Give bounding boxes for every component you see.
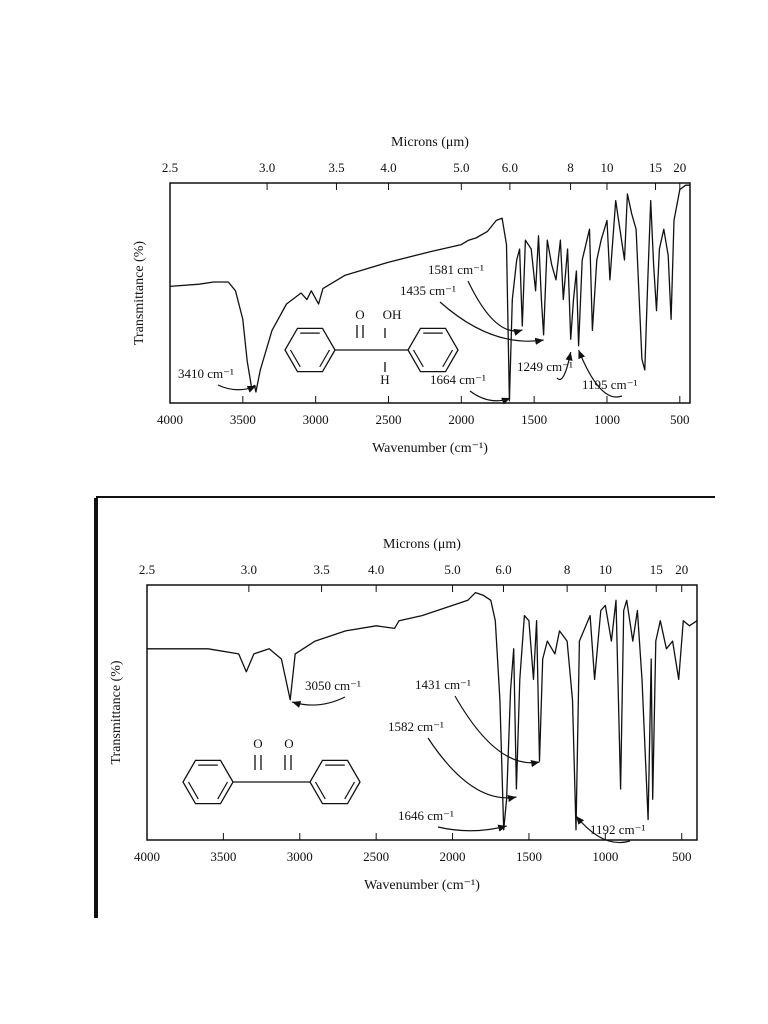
- x2-tick-label: 10: [599, 562, 612, 577]
- annotation-label: 1581 cm⁻¹: [428, 262, 484, 277]
- ring-double-bond: [187, 781, 199, 800]
- annotation-arrow: [454, 695, 540, 768]
- x-tick-label: 3500: [210, 849, 236, 864]
- x2-tick-label: 10: [600, 160, 613, 175]
- annotation-label: 1249 cm⁻¹: [517, 359, 573, 374]
- y-axis-title: Transmittance (%): [109, 660, 124, 764]
- x-tick-label: 500: [670, 412, 690, 427]
- x-tick-label: 2000: [448, 412, 474, 427]
- spectrum-line: [169, 184, 690, 402]
- annotation-label: 1582 cm⁻¹: [388, 719, 444, 734]
- x2-tick-label: 20: [673, 160, 686, 175]
- atom-label: O: [284, 736, 293, 751]
- x-tick-label: 3000: [287, 849, 313, 864]
- x-tick-label: 2500: [363, 849, 389, 864]
- y-axis-title: Transmittance (%): [132, 241, 147, 345]
- plot-frame: [169, 182, 691, 404]
- x2-tick-label: 8: [564, 562, 571, 577]
- annotation-label: 1192 cm⁻¹: [590, 822, 646, 837]
- atom-label: H: [380, 372, 389, 387]
- ring-double-bond: [289, 349, 301, 368]
- ring-double-bond: [319, 349, 331, 368]
- atom-label: OH: [383, 307, 402, 322]
- x2-axis-title: Microns (μm): [383, 537, 461, 552]
- benzene-ring: [182, 759, 234, 805]
- x-axis-title: Wavenumber (cm⁻¹): [364, 878, 480, 893]
- x2-tick-label: 15: [650, 562, 663, 577]
- x2-tick-label: 8: [567, 160, 574, 175]
- x2-tick-label: 3.0: [241, 562, 257, 577]
- ring-double-bond: [217, 781, 229, 800]
- annotation-arrow: [217, 384, 257, 393]
- annotation-arrow: [439, 301, 544, 345]
- x2-tick-label: 4.0: [380, 160, 396, 175]
- annotation-label: 1664 cm⁻¹: [430, 372, 486, 387]
- x2-tick-label: 4.0: [368, 562, 384, 577]
- benzene-ring: [284, 327, 336, 373]
- x-tick-label: 3500: [230, 412, 256, 427]
- x-tick-label: 2000: [440, 849, 466, 864]
- x2-tick-label: 6.0: [495, 562, 511, 577]
- annotation-arrow: [467, 280, 523, 336]
- annotation-label: 1646 cm⁻¹: [398, 808, 454, 823]
- x-tick-label: 1500: [516, 849, 542, 864]
- annotation-label: 3410 cm⁻¹: [178, 366, 234, 381]
- x2-tick-label: 2.5: [139, 562, 155, 577]
- x2-tick-label: 20: [675, 562, 688, 577]
- atom-label: O: [355, 307, 364, 322]
- x-tick-label: 4000: [134, 849, 160, 864]
- x-tick-label: 1000: [592, 849, 618, 864]
- x2-tick-label: 2.5: [162, 160, 178, 175]
- annotation-arrow: [291, 696, 346, 708]
- annotation-label: 1431 cm⁻¹: [415, 677, 471, 692]
- x-tick-label: 4000: [157, 412, 183, 427]
- x2-axis-title: Microns (μm): [391, 135, 469, 150]
- x-tick-label: 1500: [521, 412, 547, 427]
- x-axis-title: Wavenumber (cm⁻¹): [372, 441, 488, 456]
- ring-double-bond: [442, 349, 454, 368]
- x2-tick-label: 3.5: [328, 160, 344, 175]
- x2-tick-label: 3.5: [313, 562, 329, 577]
- annotation-arrow: [578, 349, 623, 398]
- annotation-label: 1435 cm⁻¹: [400, 283, 456, 298]
- annotation-arrow: [469, 390, 511, 405]
- plot-frame: [146, 584, 698, 841]
- annotation-arrow: [575, 815, 631, 844]
- x2-tick-label: 5.0: [444, 562, 460, 577]
- ring-double-bond: [344, 781, 356, 800]
- ring-double-bond: [412, 349, 424, 368]
- x-tick-label: 1000: [594, 412, 620, 427]
- spectrum-line: [147, 591, 698, 831]
- ring-double-bond: [314, 781, 326, 800]
- atom-label: O: [253, 736, 262, 751]
- annotation-label: 1195 cm⁻¹: [582, 377, 638, 392]
- annotation-arrow: [427, 737, 517, 803]
- annotation-arrow: [556, 351, 573, 380]
- x2-tick-label: 15: [649, 160, 662, 175]
- x-tick-label: 3000: [303, 412, 329, 427]
- x-tick-label: 2500: [375, 412, 401, 427]
- x2-tick-label: 5.0: [453, 160, 469, 175]
- annotation-arrow: [437, 824, 507, 832]
- x2-tick-label: 3.0: [259, 160, 275, 175]
- x-tick-label: 500: [672, 849, 692, 864]
- annotation-label: 3050 cm⁻¹: [305, 678, 361, 693]
- x2-tick-label: 6.0: [502, 160, 518, 175]
